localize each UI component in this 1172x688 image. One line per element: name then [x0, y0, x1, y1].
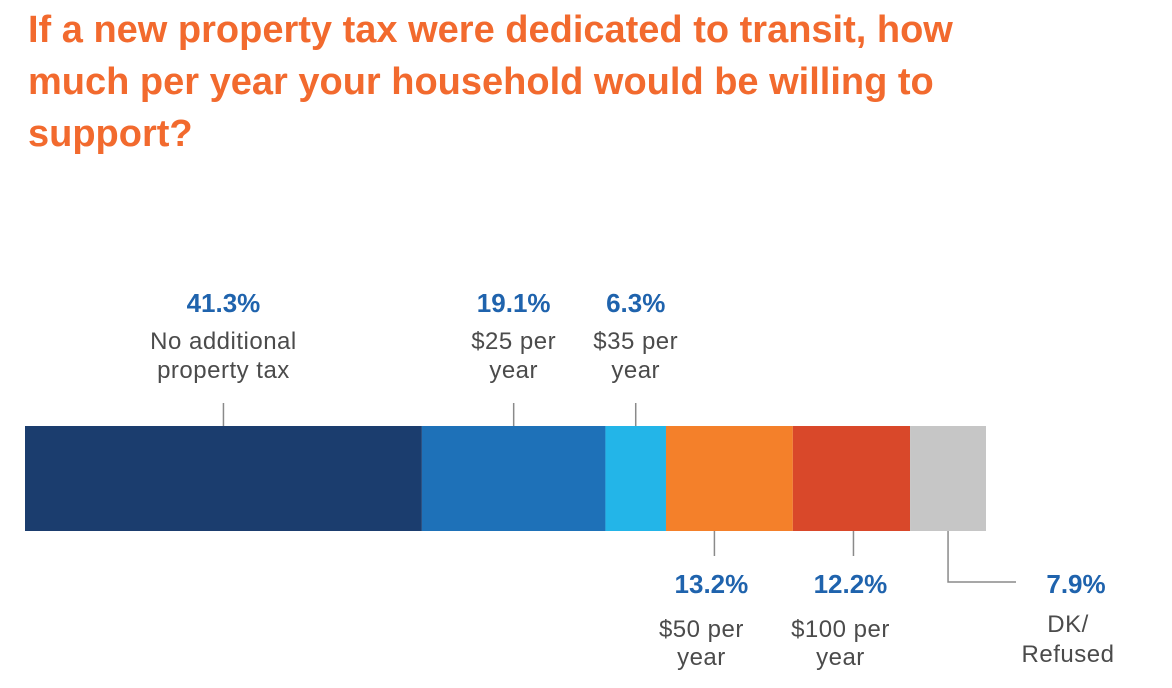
bar-segment-no-additional-property-tax: [25, 426, 422, 531]
value-label-35-per-year: 6.3%: [606, 288, 665, 318]
category-label-25-per-year-line-2: year: [489, 357, 538, 384]
bar-segment-35-per-year: [605, 426, 666, 531]
value-label-no-additional-property-tax: 41.3%: [187, 288, 261, 318]
category-label-no-additional-property-tax-line-2: property tax: [157, 357, 290, 384]
category-label-no-additional-property-tax-line-1: No additional: [150, 328, 297, 355]
category-label-50-per-year-line-1: $50 per: [659, 616, 744, 643]
chart-title: If a new property tax were dedicated to …: [28, 9, 953, 155]
value-label-100-per-year: 12.2%: [814, 569, 888, 599]
value-label-dk-refused: 7.9%: [1046, 569, 1105, 599]
bar-segment-50-per-year: [665, 426, 793, 531]
leader-line-dk-refused: [947, 531, 1016, 583]
category-label-35-per-year-line-1: $35 per: [593, 328, 678, 355]
category-label-35-per-year-line-2: year: [611, 357, 660, 384]
category-label-100-per-year-line-2: year: [816, 644, 865, 671]
bar-segment-25-per-year: [421, 426, 606, 531]
bar-segment-100-per-year: [792, 426, 911, 531]
bar-segment-dk-refused: [910, 426, 986, 531]
category-label-100-per-year-line-1: $100 per: [791, 616, 890, 643]
value-label-25-per-year: 19.1%: [477, 288, 551, 318]
value-label-50-per-year: 13.2%: [675, 569, 749, 599]
category-label-25-per-year-line-1: $25 per: [471, 328, 556, 355]
category-label-dk-refused-line-2: Refused: [1022, 641, 1115, 668]
category-label-50-per-year-line-2: year: [677, 644, 726, 671]
category-label-dk-refused-line-1: DK/: [1047, 611, 1089, 638]
